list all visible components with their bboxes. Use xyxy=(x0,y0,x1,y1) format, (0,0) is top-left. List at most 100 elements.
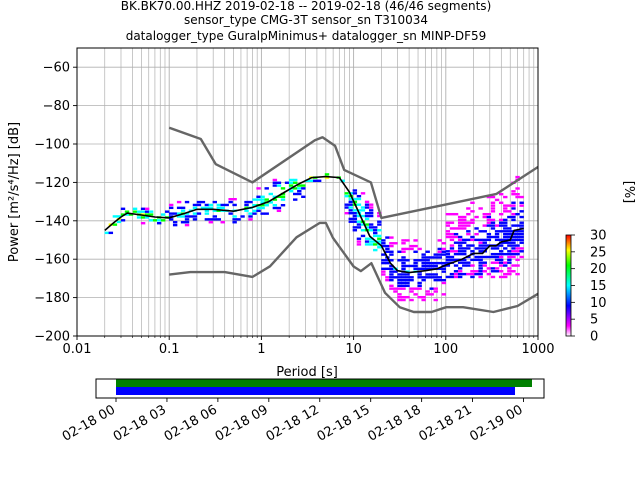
density-cell xyxy=(494,224,500,227)
density-cell xyxy=(498,264,504,267)
density-cell xyxy=(405,276,410,279)
density-cell xyxy=(470,250,475,253)
density-cell xyxy=(453,275,459,279)
density-cell xyxy=(368,214,374,218)
density-cell xyxy=(397,250,402,253)
density-cell xyxy=(280,187,286,190)
density-cell xyxy=(389,244,394,248)
density-cell xyxy=(132,207,138,210)
density-cell xyxy=(204,203,210,207)
density-cell xyxy=(441,267,446,270)
density-cell xyxy=(507,267,512,270)
density-cell xyxy=(441,242,446,245)
density-cell xyxy=(498,252,504,256)
density-cell xyxy=(441,281,446,285)
density-cell xyxy=(511,193,516,196)
density-cell xyxy=(478,270,483,273)
density-cell xyxy=(515,224,520,227)
density-cell xyxy=(248,215,253,218)
colorbar-tick-label: 10 xyxy=(590,296,607,311)
density-cell xyxy=(478,275,483,279)
density-cell xyxy=(498,218,504,222)
density-cell xyxy=(272,184,278,187)
density-cell xyxy=(519,221,524,224)
density-cell xyxy=(494,261,500,264)
density-cell xyxy=(409,244,414,248)
density-cell xyxy=(212,200,217,204)
density-cell xyxy=(478,267,483,270)
density-cell xyxy=(348,203,353,206)
density-cell xyxy=(356,223,362,226)
density-cell xyxy=(192,215,198,218)
density-cell xyxy=(482,215,487,219)
density-cell xyxy=(486,212,492,216)
density-cell xyxy=(276,181,282,184)
density-cell xyxy=(511,204,516,207)
density-cell xyxy=(453,232,459,236)
density-cell xyxy=(445,255,451,259)
density-cell xyxy=(352,229,358,232)
density-cell xyxy=(515,232,520,236)
x-tick-label: 0.01 xyxy=(63,342,92,357)
density-cell xyxy=(437,247,442,251)
density-cell xyxy=(297,184,302,187)
density-cell xyxy=(515,247,520,250)
density-cell xyxy=(474,238,479,242)
density-cell xyxy=(515,193,520,196)
density-cell xyxy=(441,293,446,296)
density-cell xyxy=(474,270,479,273)
density-cell xyxy=(196,203,202,207)
density-cell xyxy=(356,194,362,198)
density-cell xyxy=(511,201,516,204)
density-cell xyxy=(478,250,483,253)
density-cell xyxy=(453,258,459,262)
density-cell xyxy=(470,201,475,204)
density-cell xyxy=(519,250,524,253)
density-cell xyxy=(140,222,146,225)
density-cell xyxy=(445,275,451,279)
y-axis-ticks: −60 −80 −100 −120 −140 −160 −180 −200 xyxy=(34,61,77,345)
x-tick-label: 10 xyxy=(345,342,362,357)
density-cell xyxy=(272,206,278,210)
density-cell xyxy=(433,287,438,290)
density-cell xyxy=(272,181,278,184)
density-cell xyxy=(453,241,459,244)
density-cell xyxy=(503,272,508,276)
density-cell xyxy=(232,215,237,218)
density-cell xyxy=(421,278,426,282)
density-cell xyxy=(519,230,524,233)
density-cell xyxy=(401,284,406,288)
colorbar-gradient xyxy=(565,234,572,337)
density-cell xyxy=(356,214,362,218)
density-cell xyxy=(373,248,378,252)
density-cell xyxy=(445,264,451,267)
density-cell xyxy=(232,203,237,207)
density-cell xyxy=(264,204,269,207)
density-cell xyxy=(212,218,217,221)
density-cell xyxy=(417,295,422,299)
density-cell xyxy=(498,212,504,216)
density-cell xyxy=(413,239,418,242)
density-cell xyxy=(356,197,362,201)
density-cell xyxy=(348,217,353,221)
density-cell xyxy=(160,213,166,216)
plot-background xyxy=(77,48,538,336)
density-cell xyxy=(511,207,516,210)
density-cell xyxy=(389,278,394,282)
density-cell xyxy=(474,232,479,236)
density-cell xyxy=(490,210,496,213)
density-cell xyxy=(132,210,138,213)
density-cell xyxy=(474,258,479,262)
density-cell xyxy=(462,241,467,244)
x-tick-label: 1000 xyxy=(521,342,554,357)
density-cell xyxy=(421,256,426,259)
density-cell xyxy=(503,227,508,230)
density-cell xyxy=(466,272,471,276)
density-cell xyxy=(356,237,362,240)
density-cell xyxy=(511,190,516,193)
density-cell xyxy=(301,187,306,190)
density-cell xyxy=(368,223,374,226)
density-cell xyxy=(478,247,483,250)
density-cell xyxy=(364,203,370,206)
density-cell xyxy=(433,298,438,302)
